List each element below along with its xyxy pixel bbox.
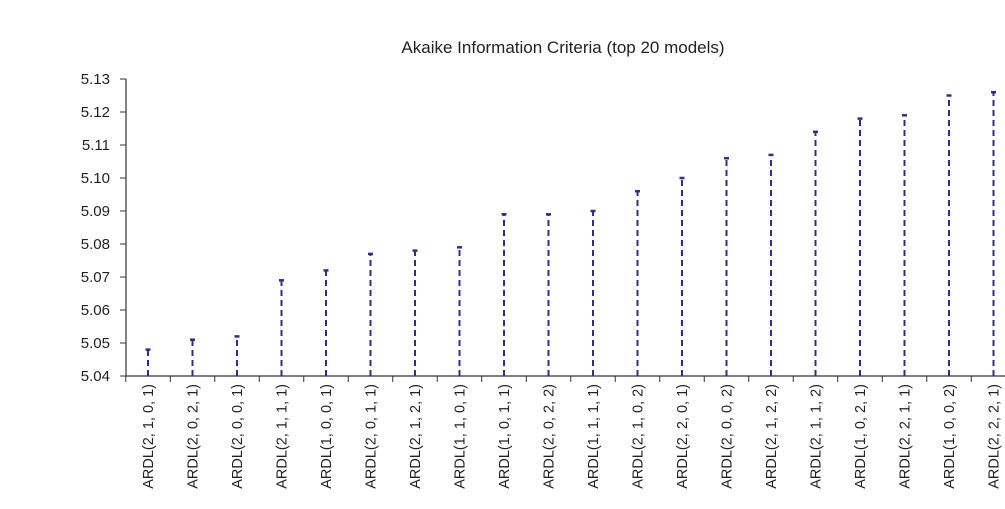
y-axis-ticks: 5.13 5.12 5.11 5.10 5.09 5.08 5.07 5.06 5.05 5.04 xyxy=(81,71,126,385)
x-tick-label: ARDL(1, 0, 0, 2) xyxy=(942,384,958,489)
x-tick-label: ARDL(2, 1, 1, 2) xyxy=(809,384,825,489)
x-axis-ticks: ARDL(2, 1, 0, 1) ARDL(2, 0, 2, 1) ARDL(2, … xyxy=(125,376,1003,489)
x-tick-label: ARDL(1, 0, 0, 1) xyxy=(319,384,335,489)
x-tick-label: ARDL(2, 0, 1, 1) xyxy=(364,384,380,489)
y-tick-label: 5.05 xyxy=(81,335,110,352)
x-tick-label: ARDL(2, 2, 2, 1) xyxy=(987,384,1003,489)
x-tick-label: ARDL(2, 1, 0, 1) xyxy=(141,384,157,489)
axes xyxy=(125,79,1005,377)
y-tick-label: 5.07 xyxy=(81,269,110,286)
y-tick-label: 5.04 xyxy=(81,368,110,385)
y-tick-label: 5.11 xyxy=(82,137,110,154)
x-tick-label: ARDL(2, 0, 2, 2) xyxy=(542,384,558,489)
y-tick-label: 5.13 xyxy=(81,71,110,88)
x-tick-label: ARDL(2, 2, 1, 1) xyxy=(898,384,914,489)
x-tick-label: ARDL(1, 1, 1, 1) xyxy=(586,384,602,489)
x-tick-label: ARDL(2, 1, 2, 2) xyxy=(764,384,780,489)
y-tick-label: 5.06 xyxy=(81,302,110,319)
y-tick-label: 5.10 xyxy=(81,170,110,187)
data-marks xyxy=(145,90,996,376)
y-tick-label: 5.08 xyxy=(81,236,110,253)
x-tick-label: ARDL(1, 0, 2, 1) xyxy=(853,384,869,489)
x-tick-label: ARDL(2, 1, 0, 2) xyxy=(631,384,647,489)
x-tick-label: ARDL(2, 1, 2, 1) xyxy=(408,384,424,489)
x-tick-label: ARDL(1, 0, 1, 1) xyxy=(497,384,513,489)
y-tick-label: 5.12 xyxy=(81,104,110,121)
chart-title: Akaike Information Criteria (top 20 mode… xyxy=(401,38,724,57)
x-tick-label: ARDL(2, 0, 2, 1) xyxy=(186,384,202,489)
x-tick-label: ARDL(1, 1, 0, 1) xyxy=(453,384,469,489)
y-tick-label: 5.09 xyxy=(81,203,110,220)
x-tick-label: ARDL(2, 0, 0, 1) xyxy=(230,384,246,489)
x-tick-label: ARDL(2, 2, 0, 1) xyxy=(675,384,691,489)
x-tick-label: ARDL(2, 1, 1, 1) xyxy=(275,384,291,489)
x-tick-label: ARDL(2, 0, 0, 2) xyxy=(720,384,736,489)
